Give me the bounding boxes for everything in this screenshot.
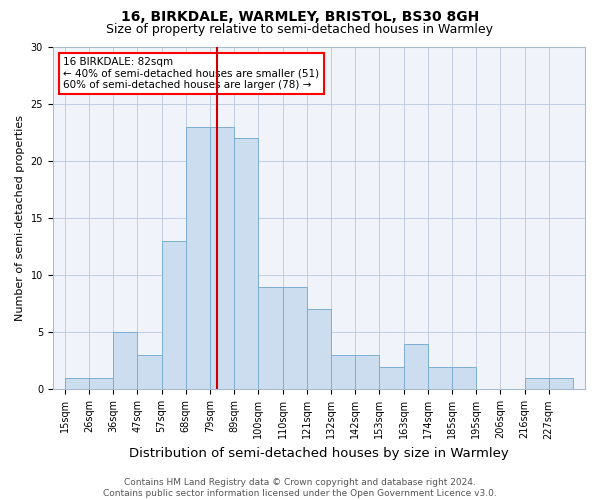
Bar bbox=[331, 355, 355, 390]
Bar bbox=[210, 126, 234, 390]
Bar bbox=[428, 366, 452, 390]
Bar bbox=[549, 378, 573, 390]
Bar bbox=[452, 366, 476, 390]
Bar bbox=[355, 355, 379, 390]
Bar bbox=[259, 286, 283, 390]
Text: 16 BIRKDALE: 82sqm
← 40% of semi-detached houses are smaller (51)
60% of semi-de: 16 BIRKDALE: 82sqm ← 40% of semi-detache… bbox=[64, 57, 320, 90]
Text: Contains HM Land Registry data © Crown copyright and database right 2024.
Contai: Contains HM Land Registry data © Crown c… bbox=[103, 478, 497, 498]
X-axis label: Distribution of semi-detached houses by size in Warmley: Distribution of semi-detached houses by … bbox=[129, 447, 509, 460]
Bar bbox=[307, 310, 331, 390]
Bar bbox=[113, 332, 137, 390]
Bar bbox=[186, 126, 210, 390]
Bar bbox=[283, 286, 307, 390]
Y-axis label: Number of semi-detached properties: Number of semi-detached properties bbox=[15, 115, 25, 321]
Bar bbox=[65, 378, 89, 390]
Bar bbox=[234, 138, 259, 390]
Bar bbox=[524, 378, 549, 390]
Bar bbox=[137, 355, 161, 390]
Text: Size of property relative to semi-detached houses in Warmley: Size of property relative to semi-detach… bbox=[107, 22, 493, 36]
Bar bbox=[89, 378, 113, 390]
Bar bbox=[161, 241, 186, 390]
Text: 16, BIRKDALE, WARMLEY, BRISTOL, BS30 8GH: 16, BIRKDALE, WARMLEY, BRISTOL, BS30 8GH bbox=[121, 10, 479, 24]
Bar bbox=[404, 344, 428, 390]
Bar bbox=[379, 366, 404, 390]
